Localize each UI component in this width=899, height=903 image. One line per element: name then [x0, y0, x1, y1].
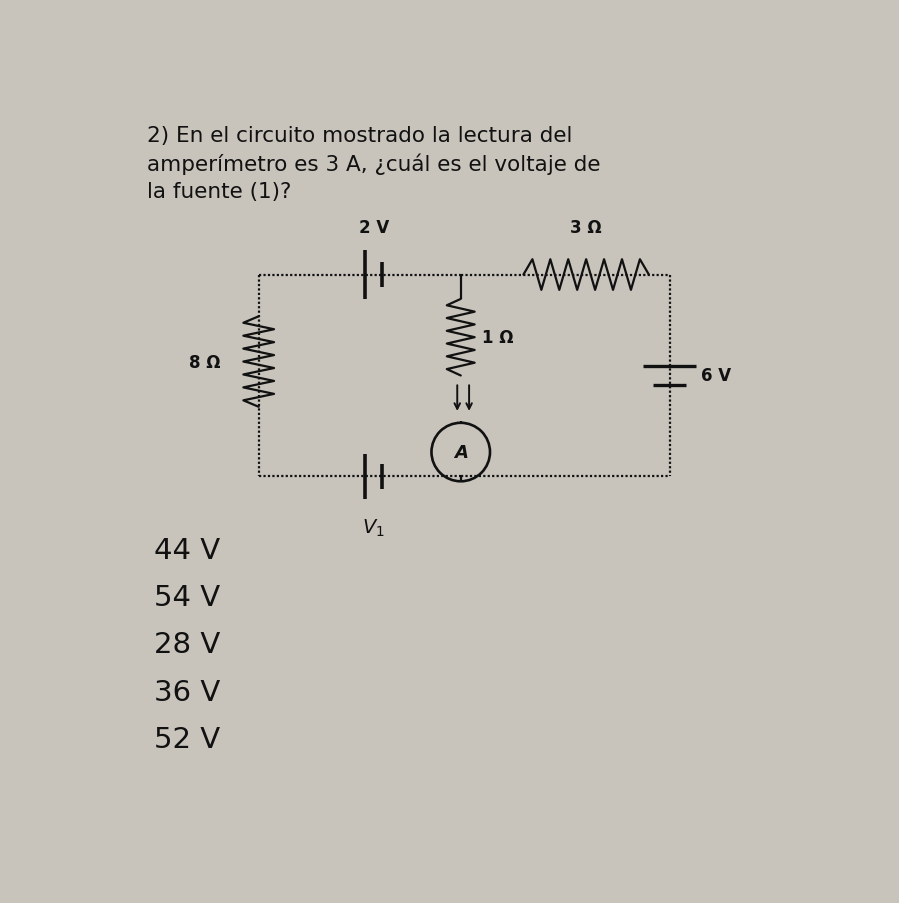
Text: 3 Ω: 3 Ω	[570, 219, 602, 237]
Text: 2) En el circuito mostrado la lectura del: 2) En el circuito mostrado la lectura de…	[147, 126, 573, 145]
Text: 6 V: 6 V	[701, 367, 731, 385]
Text: 52 V: 52 V	[155, 725, 220, 753]
Text: 54 V: 54 V	[155, 583, 220, 611]
Text: 2 V: 2 V	[359, 219, 388, 237]
Text: amperímetro es 3 A, ¿cuál es el voltaje de: amperímetro es 3 A, ¿cuál es el voltaje …	[147, 154, 601, 175]
Text: 1 Ω: 1 Ω	[482, 329, 513, 347]
Text: 36 V: 36 V	[155, 678, 220, 706]
Text: 44 V: 44 V	[155, 536, 220, 564]
Text: A: A	[454, 443, 467, 461]
Text: 8 Ω: 8 Ω	[189, 353, 220, 371]
Text: 28 V: 28 V	[155, 630, 220, 658]
Text: $V_1$: $V_1$	[362, 517, 385, 538]
Text: la fuente (1)?: la fuente (1)?	[147, 182, 291, 201]
